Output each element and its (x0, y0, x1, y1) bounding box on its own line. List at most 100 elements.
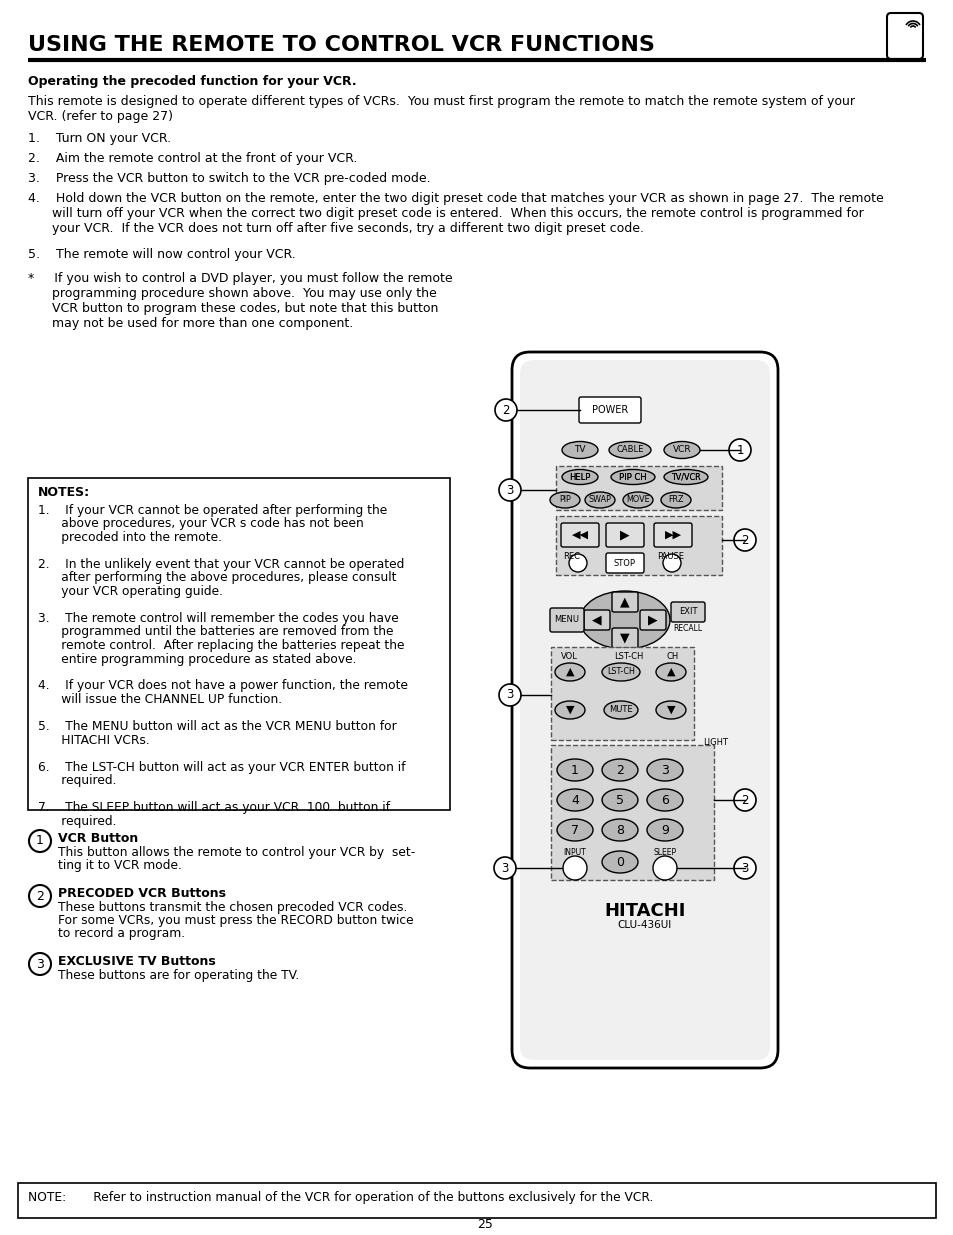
Text: 3: 3 (506, 688, 513, 701)
Text: 1: 1 (736, 443, 743, 457)
Text: 8: 8 (616, 824, 623, 836)
Ellipse shape (557, 760, 593, 781)
Text: EXCLUSIVE TV Buttons: EXCLUSIVE TV Buttons (58, 955, 215, 968)
Text: HELP: HELP (569, 473, 590, 482)
Text: 2: 2 (616, 763, 623, 777)
Text: programming procedure shown above.  You may use only the: programming procedure shown above. You m… (28, 287, 436, 300)
Text: 4: 4 (571, 794, 578, 806)
Text: 9: 9 (660, 824, 668, 836)
Text: 4.    Hold down the VCR button on the remote, enter the two digit preset code th: 4. Hold down the VCR button on the remot… (28, 191, 882, 205)
Circle shape (652, 856, 677, 881)
Text: VCR Button: VCR Button (58, 832, 138, 845)
Text: your VCR operating guide.: your VCR operating guide. (38, 585, 223, 598)
Ellipse shape (663, 469, 707, 484)
Ellipse shape (557, 789, 593, 811)
Text: 25: 25 (476, 1218, 493, 1231)
Circle shape (498, 684, 520, 706)
Text: 5: 5 (616, 794, 623, 806)
Ellipse shape (601, 760, 638, 781)
Text: will turn off your VCR when the correct two digit preset code is entered.  When : will turn off your VCR when the correct … (28, 207, 862, 220)
Text: 7: 7 (571, 824, 578, 836)
Text: REC: REC (563, 552, 579, 561)
Ellipse shape (610, 469, 655, 484)
Ellipse shape (663, 441, 700, 458)
Circle shape (662, 555, 680, 572)
Text: 5.    The remote will now control your VCR.: 5. The remote will now control your VCR. (28, 248, 295, 261)
FancyBboxPatch shape (605, 522, 643, 547)
Text: PRECODED VCR Buttons: PRECODED VCR Buttons (58, 887, 226, 900)
Text: ▼: ▼ (619, 631, 629, 645)
Ellipse shape (608, 441, 650, 458)
Text: Operating the precoded function for your VCR.: Operating the precoded function for your… (28, 75, 356, 88)
Text: This button allows the remote to control your VCR by  set-: This button allows the remote to control… (58, 846, 415, 860)
Text: your VCR.  If the VCR does not turn off after five seconds, try a different two : your VCR. If the VCR does not turn off a… (28, 222, 643, 235)
Text: These buttons are for operating the TV.: These buttons are for operating the TV. (58, 969, 299, 982)
FancyBboxPatch shape (18, 1183, 935, 1218)
FancyBboxPatch shape (551, 745, 713, 881)
Ellipse shape (561, 441, 598, 458)
Circle shape (733, 789, 755, 811)
Ellipse shape (646, 760, 682, 781)
Text: ▶▶: ▶▶ (664, 530, 680, 540)
Text: 3.    The remote control will remember the codes you have: 3. The remote control will remember the … (38, 613, 398, 625)
Circle shape (562, 856, 586, 881)
Text: to record a program.: to record a program. (58, 927, 185, 940)
Circle shape (733, 529, 755, 551)
Ellipse shape (663, 469, 707, 484)
Text: EXIT: EXIT (678, 608, 697, 616)
Text: This remote is designed to operate different types of VCRs.  You must first prog: This remote is designed to operate diffe… (28, 95, 854, 107)
Text: 1: 1 (36, 835, 44, 847)
Text: MENU: MENU (554, 615, 578, 625)
Text: PIP CH: PIP CH (618, 473, 646, 482)
Ellipse shape (584, 492, 615, 508)
Text: These buttons transmit the chosen precoded VCR codes.: These buttons transmit the chosen precod… (58, 902, 407, 914)
Text: 1.    If your VCR cannot be operated after performing the: 1. If your VCR cannot be operated after … (38, 504, 387, 517)
Circle shape (495, 399, 517, 421)
Text: LST-CH: LST-CH (614, 652, 642, 661)
Text: TV: TV (574, 446, 585, 454)
Text: HITACHI VCRs.: HITACHI VCRs. (38, 734, 150, 746)
Text: 6: 6 (660, 794, 668, 806)
Text: 0: 0 (616, 856, 623, 868)
Ellipse shape (660, 492, 690, 508)
Text: entire programming procedure as stated above.: entire programming procedure as stated a… (38, 652, 356, 666)
Text: ▼: ▼ (666, 705, 675, 715)
Text: 2.    Aim the remote control at the front of your VCR.: 2. Aim the remote control at the front o… (28, 152, 357, 165)
Text: ◀: ◀ (592, 614, 601, 626)
Circle shape (568, 555, 586, 572)
Text: 2.    In the unlikely event that your VCR cannot be operated: 2. In the unlikely event that your VCR c… (38, 558, 404, 571)
Ellipse shape (656, 663, 685, 680)
Ellipse shape (601, 851, 638, 873)
FancyBboxPatch shape (654, 522, 691, 547)
FancyBboxPatch shape (519, 359, 769, 1060)
Circle shape (29, 830, 51, 852)
Text: above procedures, your VCR s code has not been: above procedures, your VCR s code has no… (38, 517, 363, 531)
Text: VCR: VCR (672, 446, 691, 454)
Circle shape (733, 857, 755, 879)
Text: SWAP: SWAP (588, 495, 611, 505)
Text: after performing the above procedures, please consult: after performing the above procedures, p… (38, 572, 396, 584)
Text: TV/VCR: TV/VCR (671, 473, 700, 482)
Circle shape (494, 857, 516, 879)
Ellipse shape (561, 469, 598, 484)
Text: For some VCRs, you must press the RECORD button twice: For some VCRs, you must press the RECORD… (58, 914, 414, 927)
Ellipse shape (622, 492, 652, 508)
Text: RECALL: RECALL (673, 624, 701, 634)
FancyBboxPatch shape (556, 516, 721, 576)
Text: 3: 3 (660, 763, 668, 777)
Text: CABLE: CABLE (616, 446, 643, 454)
Text: PIP: PIP (558, 495, 570, 505)
Text: CH: CH (666, 652, 679, 661)
Text: INPUT: INPUT (563, 848, 586, 857)
FancyBboxPatch shape (639, 610, 665, 630)
FancyBboxPatch shape (550, 608, 583, 632)
Text: ▲: ▲ (666, 667, 675, 677)
Text: NOTES:: NOTES: (38, 487, 90, 499)
Text: ▶: ▶ (619, 529, 629, 541)
FancyBboxPatch shape (612, 592, 638, 613)
Text: 1.    Turn ON your VCR.: 1. Turn ON your VCR. (28, 132, 171, 144)
Ellipse shape (550, 492, 579, 508)
Text: USING THE REMOTE TO CONTROL VCR FUNCTIONS: USING THE REMOTE TO CONTROL VCR FUNCTION… (28, 35, 654, 56)
Text: ▶: ▶ (647, 614, 658, 626)
Text: ting it to VCR mode.: ting it to VCR mode. (58, 860, 182, 872)
